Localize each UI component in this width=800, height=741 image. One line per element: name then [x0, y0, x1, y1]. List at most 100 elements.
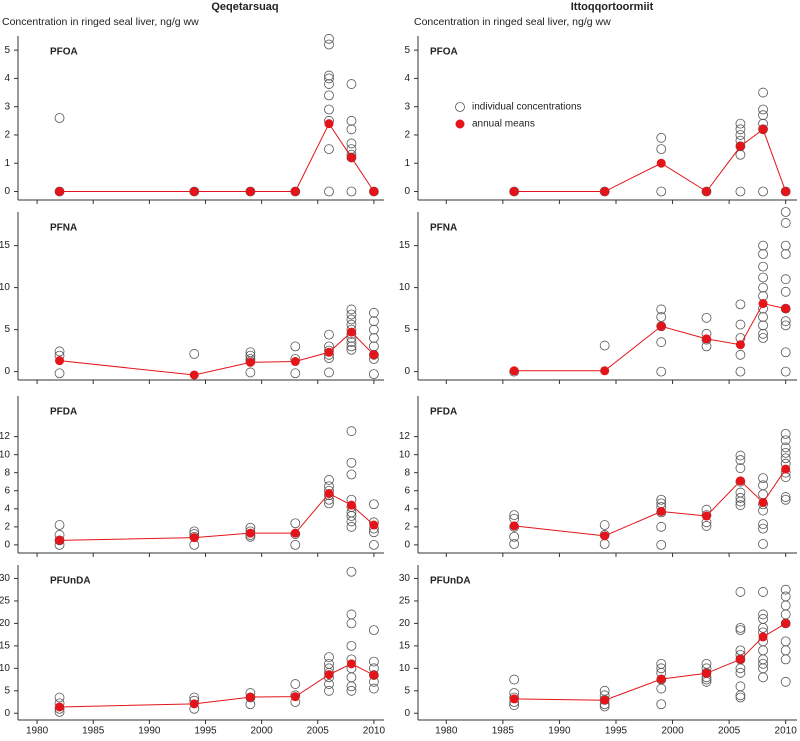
- mean-point: [701, 334, 711, 344]
- individual-point: [735, 463, 746, 474]
- y-tick-label: 2: [404, 130, 410, 141]
- individual-point: [758, 587, 768, 597]
- individual-point: [324, 475, 334, 485]
- mean-point: [55, 535, 65, 545]
- individual-point: [346, 309, 357, 320]
- y-tick-label: 4: [404, 503, 410, 514]
- individual-point: [780, 600, 791, 611]
- individual-point: [346, 186, 357, 197]
- y-tick-label: 20: [399, 618, 411, 629]
- individual-point: [324, 90, 334, 101]
- individual-point: [324, 679, 334, 689]
- individual-point: [346, 344, 357, 355]
- x-tick-label: 1995: [605, 726, 628, 737]
- individual-point: [54, 692, 65, 703]
- y-tick-label: 12: [399, 431, 411, 442]
- y-tick-label: 10: [0, 663, 10, 674]
- individual-point: [735, 130, 746, 140]
- x-tick-label: 1985: [492, 726, 515, 737]
- x-tick-label: 1990: [138, 726, 161, 737]
- y-tick-label: 30: [0, 573, 10, 584]
- mean-point: [600, 187, 610, 197]
- individual-point: [346, 469, 357, 480]
- column-title: Qeqetarsuaq: [211, 1, 278, 13]
- x-tick-label: 2010: [363, 726, 386, 737]
- individual-point: [780, 320, 791, 331]
- individual-point: [656, 521, 667, 532]
- mean-line: [514, 302, 786, 372]
- individual-point: [735, 118, 746, 129]
- individual-point: [656, 337, 667, 348]
- individual-point: [324, 652, 334, 663]
- individual-point: [758, 186, 768, 197]
- individual-point: [758, 261, 768, 272]
- y-tick-label: 0: [4, 186, 10, 197]
- individual-point: [346, 681, 357, 692]
- mean-point: [189, 699, 199, 709]
- individual-point: [735, 186, 746, 197]
- mean-point: [290, 692, 300, 702]
- y-tick-label: 2: [4, 521, 10, 532]
- mean-point: [758, 632, 768, 642]
- mean-point: [245, 187, 255, 197]
- y-tick-label: 0: [4, 540, 10, 551]
- individual-point: [324, 685, 334, 696]
- y-tick-label: 2: [404, 521, 410, 532]
- individual-point: [656, 683, 667, 694]
- x-tick-label: 1980: [26, 726, 49, 737]
- individual-point: [758, 519, 768, 530]
- individual-point: [780, 428, 791, 439]
- column-subtitle: Concentration in ringed seal liver, ng/g…: [2, 16, 199, 28]
- mean-point: [701, 668, 711, 678]
- y-tick-label: 10: [0, 449, 10, 460]
- y-tick-label: 6: [4, 485, 10, 496]
- individual-point: [346, 138, 357, 149]
- mean-point: [324, 670, 334, 680]
- mean-line: [514, 622, 786, 701]
- x-tick-label: 2005: [307, 726, 330, 737]
- mean-point: [781, 618, 791, 628]
- mean-point: [189, 370, 199, 380]
- individual-point: [346, 516, 357, 527]
- individual-point: [656, 366, 667, 377]
- individual-point: [780, 249, 791, 259]
- y-tick-label: 0: [4, 366, 10, 377]
- individual-point: [780, 447, 791, 458]
- individual-point: [368, 341, 379, 352]
- individual-point: [189, 349, 200, 359]
- column-subtitle: Concentration in ringed seal liver, ng/g…: [414, 16, 611, 28]
- individual-point: [346, 566, 357, 577]
- y-tick-label: 30: [399, 573, 411, 584]
- mean-point: [324, 347, 334, 357]
- individual-point: [54, 368, 65, 379]
- individual-point: [324, 367, 334, 378]
- individual-point: [346, 124, 357, 135]
- mean-line: [59, 663, 375, 708]
- individual-point: [599, 539, 610, 549]
- mean-point: [656, 158, 666, 168]
- individual-point: [346, 609, 357, 620]
- individual-point: [346, 115, 357, 126]
- mean-point: [656, 321, 666, 331]
- mean-point: [735, 141, 745, 151]
- mean-point: [290, 357, 300, 367]
- mean-point: [245, 357, 255, 367]
- individual-point: [758, 658, 768, 669]
- individual-point: [599, 340, 610, 351]
- individual-point: [758, 110, 768, 121]
- individual-point: [701, 312, 712, 323]
- individual-point: [245, 367, 256, 378]
- y-tick-label: 15: [0, 240, 10, 251]
- mean-point: [189, 533, 199, 543]
- mean-point: [735, 654, 745, 664]
- individual-point: [368, 539, 379, 550]
- individual-point: [780, 492, 791, 502]
- individual-point: [324, 70, 334, 81]
- y-tick-label: 0: [404, 540, 410, 551]
- individual-point: [54, 113, 65, 123]
- individual-point: [509, 674, 520, 685]
- y-tick-label: 0: [404, 366, 410, 377]
- individual-point: [758, 272, 768, 283]
- y-tick-label: 8: [4, 467, 10, 478]
- individual-point: [758, 523, 768, 534]
